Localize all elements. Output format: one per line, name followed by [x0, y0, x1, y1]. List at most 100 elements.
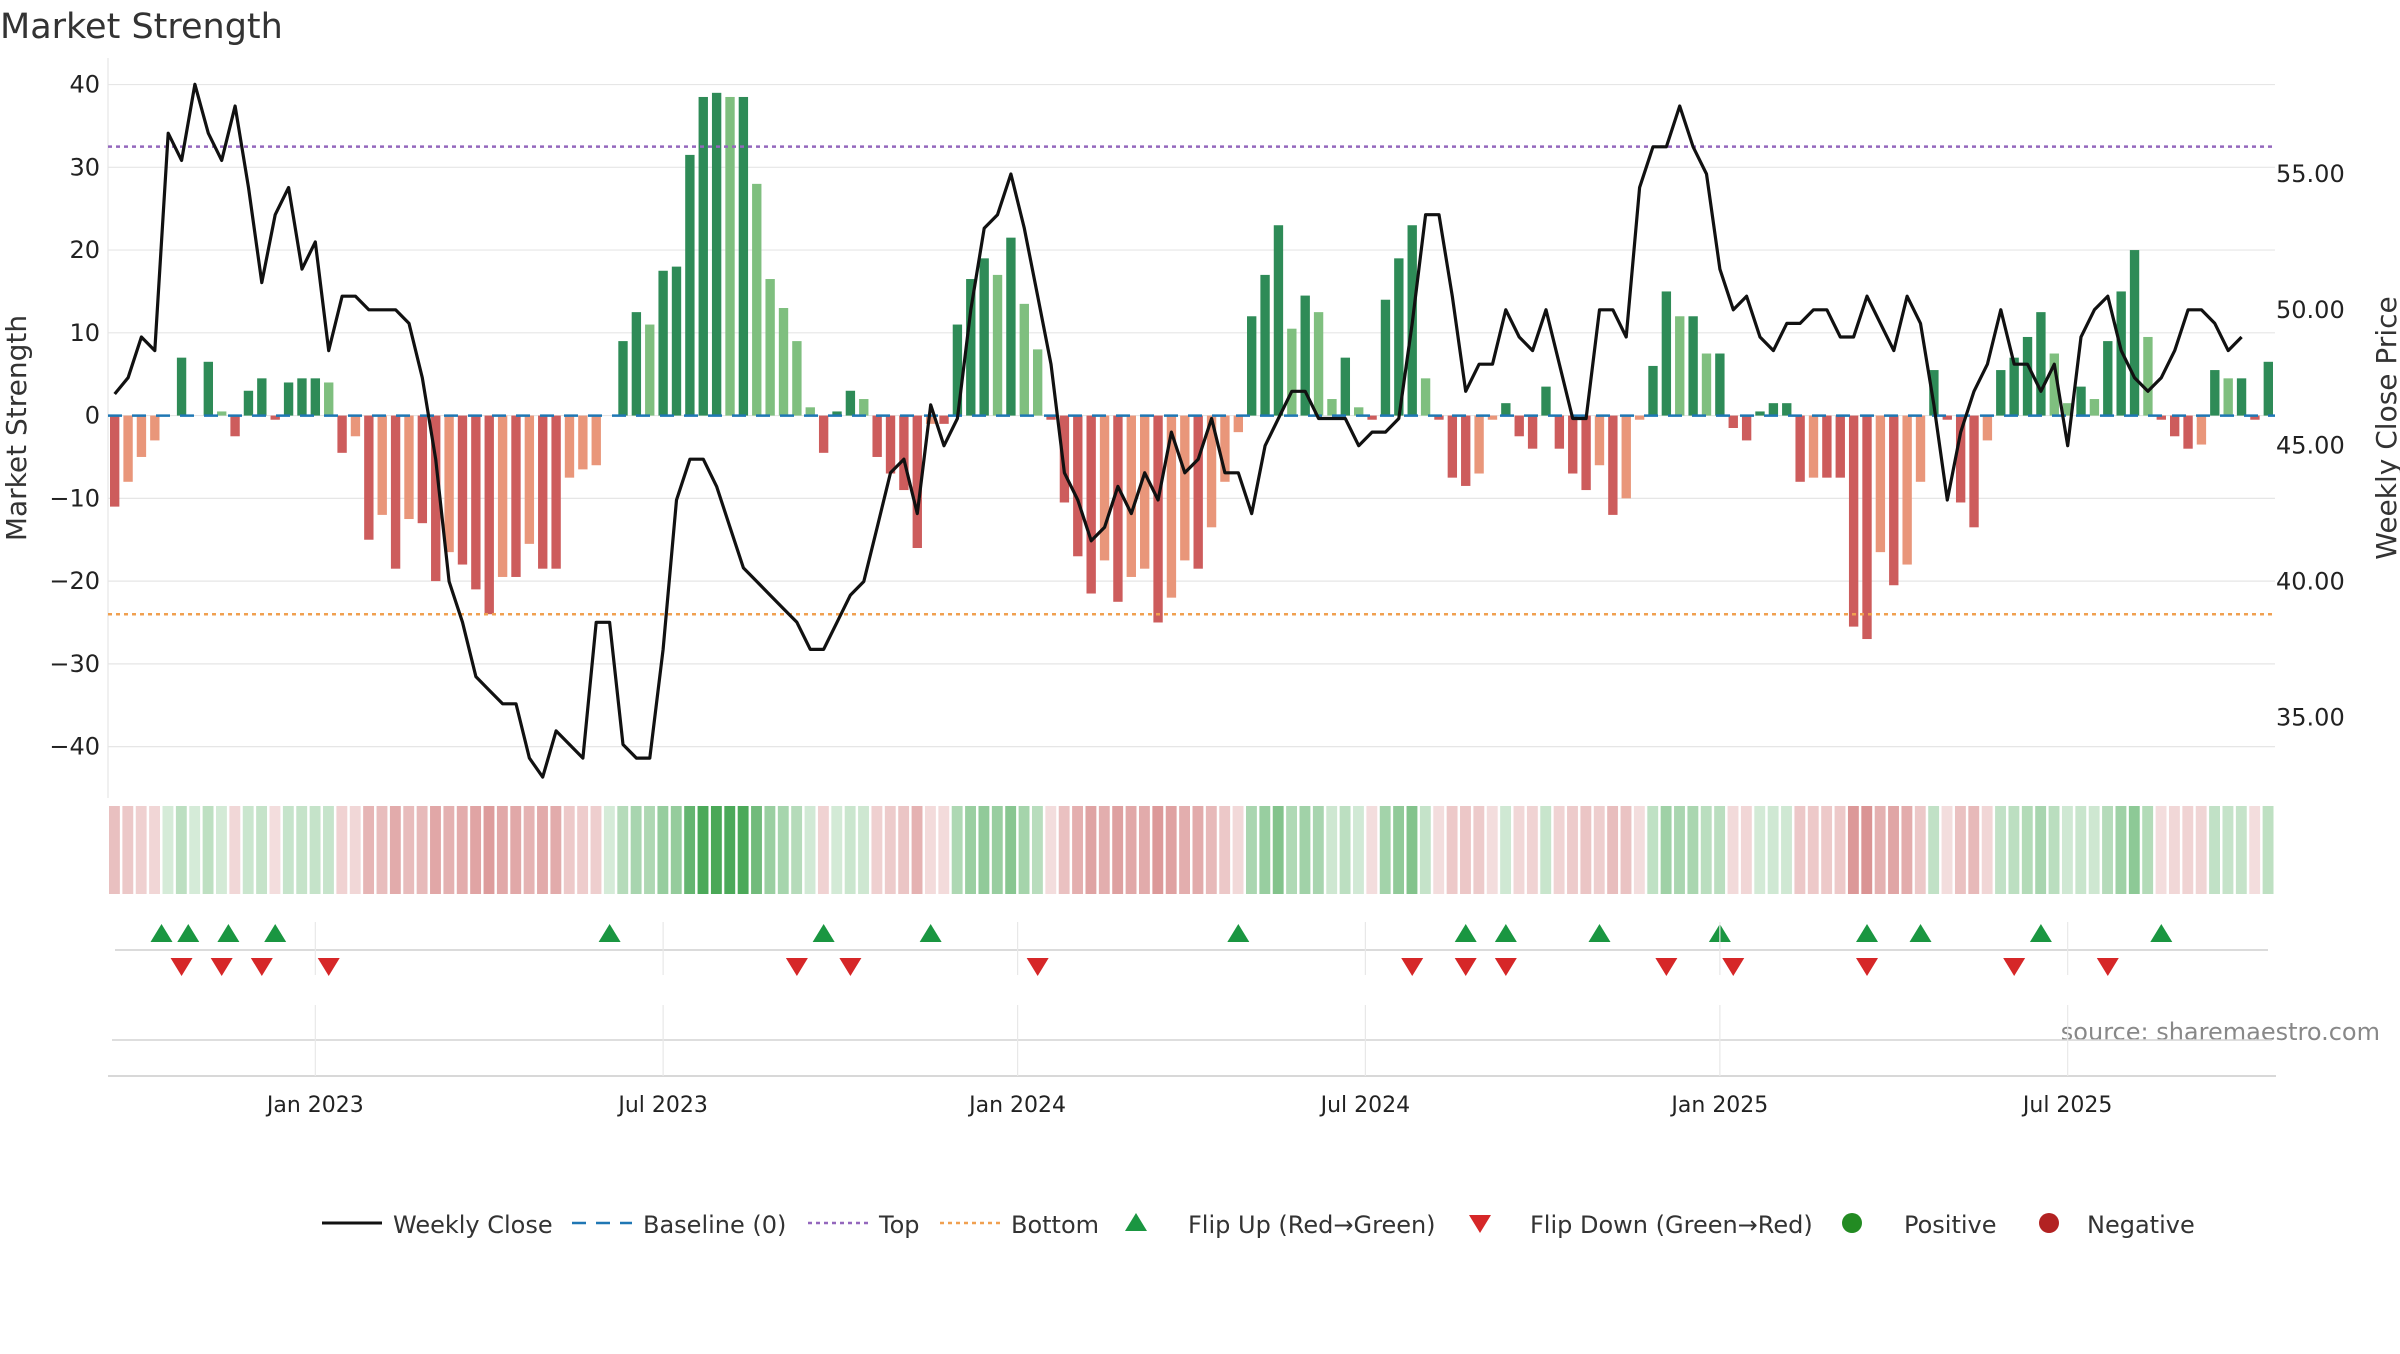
- strength-bar: [471, 416, 480, 590]
- heat-cell: [510, 806, 521, 894]
- strength-bar: [378, 416, 387, 515]
- heat-cell: [377, 806, 388, 894]
- heat-cell: [2129, 806, 2140, 894]
- heat-cell: [417, 806, 428, 894]
- heat-cell: [1741, 806, 1752, 894]
- heat-cell: [1594, 806, 1605, 894]
- heat-cell: [1045, 806, 1056, 894]
- strength-heat-strip: [109, 806, 2274, 894]
- heat-cell: [711, 806, 722, 894]
- legend-negative-icon: [2039, 1213, 2059, 1233]
- strength-bar: [1795, 416, 1804, 482]
- heat-cell: [1821, 806, 1832, 894]
- strength-bar: [712, 93, 721, 416]
- strength-bar: [1889, 416, 1898, 586]
- x-tick-label: Jan 2024: [967, 1093, 1066, 1118]
- heat-cell: [1407, 806, 1418, 894]
- heat-cell: [1380, 806, 1391, 894]
- heat-cell: [1326, 806, 1337, 894]
- heat-cell: [1982, 806, 1993, 894]
- heat-cell: [1353, 806, 1364, 894]
- heat-cell: [203, 806, 214, 894]
- heat-cell: [1152, 806, 1163, 894]
- flip-down-marker: [1455, 958, 1477, 976]
- heat-cell: [1300, 806, 1311, 894]
- heat-cell: [858, 806, 869, 894]
- strength-bar: [485, 416, 494, 615]
- strength-bar: [1555, 416, 1564, 449]
- heat-cell: [524, 806, 535, 894]
- price-tick-label: 50.00: [2276, 296, 2345, 324]
- strength-bar: [1581, 416, 1590, 490]
- strength-bar: [1902, 416, 1911, 565]
- strength-tick-label: 30: [69, 153, 100, 181]
- left-axis-label: Market Strength: [0, 315, 33, 541]
- heat-cell: [1500, 806, 1511, 894]
- heat-cell: [1714, 806, 1725, 894]
- strength-bar: [458, 416, 467, 565]
- heat-cell: [1447, 806, 1458, 894]
- heat-cell: [270, 806, 281, 894]
- heat-cell: [2075, 806, 2086, 894]
- heat-cell: [738, 806, 749, 894]
- strength-bar: [939, 416, 948, 424]
- legend-label: Negative: [2087, 1211, 2195, 1239]
- heat-cell: [1621, 806, 1632, 894]
- heat-cell: [1112, 806, 1123, 894]
- strength-bar: [1755, 411, 1764, 415]
- strength-bar: [632, 312, 641, 415]
- heat-cell: [2022, 806, 2033, 894]
- strength-bar: [297, 378, 306, 415]
- heat-cell: [965, 806, 976, 894]
- strength-bar: [150, 416, 159, 441]
- x-tick-label: Jan 2025: [1669, 1093, 1768, 1118]
- heat-cell: [336, 806, 347, 894]
- legend-item: Negative: [2039, 1211, 2195, 1239]
- strength-bar: [1769, 403, 1778, 415]
- heat-cell: [885, 806, 896, 894]
- flip-up-marker: [177, 924, 199, 942]
- strength-bar: [1086, 416, 1095, 594]
- strength-bar: [123, 416, 132, 482]
- legend-label: Positive: [1904, 1211, 1997, 1239]
- strength-bar: [284, 382, 293, 415]
- flip-down-marker: [1495, 958, 1517, 976]
- strength-bar: [1033, 349, 1042, 415]
- flip-up-marker: [1495, 924, 1517, 942]
- heat-cell: [243, 806, 254, 894]
- heat-cell: [1527, 806, 1538, 894]
- heat-cell: [1554, 806, 1565, 894]
- strength-bar: [244, 391, 253, 416]
- flip-down-marker: [1655, 958, 1677, 976]
- strength-bar: [1100, 416, 1109, 561]
- strength-bar: [1314, 312, 1323, 415]
- heat-cell: [1728, 806, 1739, 894]
- heat-cell: [2062, 806, 2073, 894]
- strength-bar: [1862, 416, 1871, 639]
- strength-tick-label: −30: [49, 650, 100, 678]
- source-text: source: sharemaestro.com: [2061, 1018, 2380, 1046]
- heat-cell: [1193, 806, 1204, 894]
- strength-bar: [1274, 225, 1283, 415]
- chart-title: Market Strength: [0, 7, 283, 47]
- strength-bar: [1622, 416, 1631, 499]
- flip-up-marker: [264, 924, 286, 942]
- heat-cell: [2236, 806, 2247, 894]
- legend-label: Top: [878, 1211, 920, 1239]
- heat-cell: [176, 806, 187, 894]
- heat-cell: [1701, 806, 1712, 894]
- heat-cell: [136, 806, 147, 894]
- strength-bar: [1073, 416, 1082, 557]
- price-tick-label: 35.00: [2276, 703, 2345, 731]
- heat-cell: [2169, 806, 2180, 894]
- heat-cell: [1085, 806, 1096, 894]
- strength-bar: [1822, 416, 1831, 478]
- heat-cell: [1420, 806, 1431, 894]
- strength-bar: [1006, 238, 1015, 416]
- strength-bar: [351, 416, 360, 437]
- heat-cell: [818, 806, 829, 894]
- heat-cell: [1179, 806, 1190, 894]
- right-axis-label: Weekly Close Price: [2370, 296, 2400, 559]
- heat-cell: [1072, 806, 1083, 894]
